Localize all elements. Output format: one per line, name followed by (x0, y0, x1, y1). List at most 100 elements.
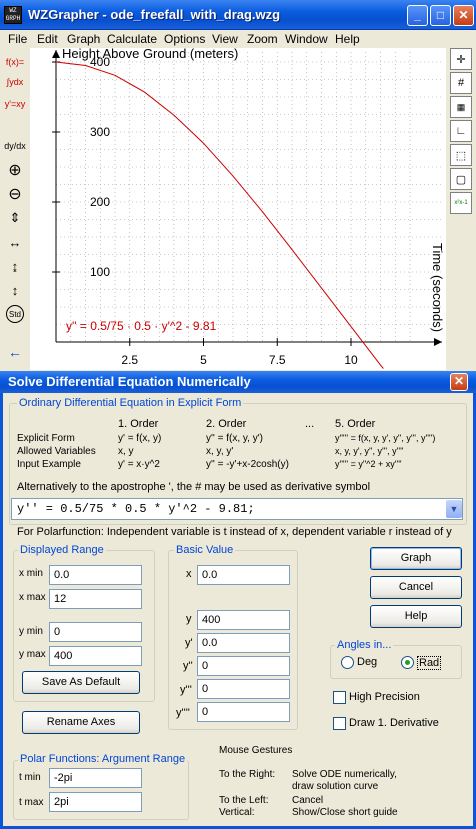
gesture-left-text: Cancel (292, 795, 324, 806)
menu-zoom[interactable]: Zoom (247, 32, 278, 46)
header-ellipsis: ... (305, 418, 315, 430)
derivative-icon[interactable]: dy/dx (3, 134, 27, 158)
zoom-std-text: Std (8, 309, 21, 319)
fit-horizontal-icon[interactable]: ↔ (8, 234, 22, 250)
basic-y3-field[interactable]: 0 (197, 679, 290, 699)
zoom-out-icon[interactable]: ⊖ (8, 186, 22, 203)
menu-calculate[interactable]: Calculate (107, 32, 158, 46)
basic-y2-field[interactable]: 0 (197, 656, 290, 676)
menu-graph[interactable]: Graph (67, 32, 101, 46)
rename-axes-button[interactable]: Rename Axes (22, 711, 140, 734)
basic-x-label: x (186, 568, 192, 580)
ymin-label: y min (19, 626, 43, 637)
table-icon-text: x²x-1 (454, 200, 468, 206)
basic-y1-field[interactable]: 0.0 (197, 633, 290, 653)
right-toolbar: ✛ # ▦ ∟ ⬚ ▢ x²x-1 (446, 48, 476, 370)
y-axis-label: Height Above Ground (meters) (62, 48, 238, 61)
row-vars-o1: x, y (118, 446, 134, 457)
basic-x-field[interactable]: 0.0 (197, 565, 290, 585)
range-legend: Displayed Range (18, 544, 106, 556)
dotted-frame-icon[interactable]: ⬚ (450, 144, 472, 166)
y-tick-label: 400 (90, 55, 110, 69)
gesture-right-label: To the Right: (219, 769, 276, 780)
help-button[interactable]: Help (370, 605, 462, 628)
y-tick-label: 300 (90, 125, 110, 139)
menu-file[interactable]: File (8, 32, 28, 46)
x-axis-label: Time (seconds) (430, 243, 445, 332)
equation-input[interactable]: y'' = 0.5/75 * 0.5 * y'^2 - 9.81; (11, 498, 463, 520)
equation-dropdown-button[interactable]: ▼ (446, 500, 462, 518)
plot-area[interactable]: 2.5 5 7.5 10 400 300 200 100 Height Above Ground… (30, 46, 446, 370)
row-example-o1: y' = x·y^2 (118, 459, 160, 470)
ymax-field[interactable]: 400 (49, 646, 142, 666)
basic-y-field[interactable]: 400 (197, 610, 290, 630)
chart-svg: 2.5 5 7.5 10 400 300 200 100 Height Above Ground… (52, 46, 445, 369)
row-vars-label: Allowed Variables (17, 446, 96, 457)
xmin-label: x min (19, 568, 43, 579)
dialog-close-button[interactable]: ✕ (450, 373, 468, 391)
menu-window[interactable]: Window (285, 32, 328, 46)
menu-help[interactable]: Help (335, 32, 360, 46)
ode-icon[interactable]: y'=xy (3, 92, 27, 116)
axes-cross-icon[interactable]: ✛ (450, 48, 472, 70)
deg-radio[interactable] (341, 656, 354, 669)
cancel-button[interactable]: Cancel (370, 576, 462, 599)
dialog-title-bar[interactable] (0, 371, 476, 393)
zoom-y-in-icon[interactable]: ↨ (11, 258, 19, 274)
header-order1: 1. Order (118, 418, 159, 430)
xmax-field[interactable]: 12 (49, 589, 142, 609)
tmax-label: t max (19, 797, 44, 808)
ode-icon-text: y'=xy (4, 99, 26, 109)
draw-derivative-checkbox[interactable] (333, 717, 346, 730)
graph-button[interactable]: Graph (370, 547, 462, 570)
ode-group-legend: Ordinary Differential Equation in Explic… (17, 397, 244, 409)
save-as-default-button[interactable]: Save As Default (22, 671, 140, 694)
fine-grid-icon[interactable]: ▦ (450, 96, 472, 118)
minimize-button[interactable]: _ (407, 5, 428, 26)
xmin-field[interactable]: 0.0 (49, 565, 142, 585)
back-arrow-icon[interactable]: ← (8, 344, 22, 360)
zoom-y-out-icon[interactable]: ↕ (11, 282, 19, 298)
table-icon[interactable]: x²x-1 (450, 192, 472, 214)
x-tick-label: 10 (344, 353, 358, 367)
function-icon[interactable]: f(x)= (3, 50, 27, 74)
box-icon[interactable]: ▢ (450, 168, 472, 190)
y-tick-label: 100 (90, 265, 110, 279)
axis-cover (57, 343, 443, 348)
x-tick-label: 7.5 (269, 353, 286, 367)
integral-icon-text: ∫ydx (6, 77, 24, 87)
polar-note: For Polarfunction: Independent variable … (17, 526, 452, 538)
angles-legend: Angles in... (335, 639, 394, 651)
basic-y-label: y (186, 613, 192, 625)
grid-icon[interactable]: # (450, 72, 472, 94)
frame-icon[interactable]: ∟ (450, 120, 472, 142)
menu-edit[interactable]: Edit (37, 32, 58, 46)
row-example-o2: y'' = -y'+x-2cosh(y) (206, 459, 289, 470)
basic-y3-label: y''' (180, 684, 192, 696)
tmax-field[interactable]: 2pi (49, 792, 142, 812)
ymin-field[interactable]: 0 (49, 622, 142, 642)
basic-y4-label: y'''' (176, 707, 190, 719)
zoom-std-icon[interactable]: Std (6, 305, 24, 323)
window-title: WZGrapher - ode_freefall_with_drag.wzg (28, 7, 281, 22)
main-title-bar[interactable] (0, 0, 476, 30)
high-precision-checkbox[interactable] (333, 691, 346, 704)
rad-label: Rad (417, 656, 442, 670)
maximize-button[interactable]: □ (430, 5, 451, 26)
tmin-field[interactable]: -2pi (49, 768, 142, 788)
equation-label: y'' = 0.5/75 · 0.5 · y'^2 - 9.81 (66, 319, 217, 333)
menu-view[interactable]: View (212, 32, 238, 46)
function-icon-text: f(x)= (5, 56, 25, 67)
menu-options[interactable]: Options (164, 32, 206, 46)
close-button[interactable]: ✕ (453, 5, 474, 26)
polar-legend: Polar Functions: Argument Range (18, 753, 188, 765)
rad-radio[interactable] (401, 656, 414, 669)
left-toolbar: f(x)= ∫ydx y'=xy dy/dx ⊕ ⊖ ⇕ ↔ ↨ ↕ Std ← (0, 48, 30, 370)
draw-derivative-label: Draw 1. Derivative (349, 717, 439, 729)
derivative-icon-text: dy/dx (4, 141, 26, 151)
zoom-in-icon[interactable]: ⊕ (8, 162, 22, 179)
fit-vertical-icon[interactable]: ⇕ (9, 210, 21, 225)
solution-curve (55, 61, 384, 369)
basic-y4-field[interactable]: 0 (197, 702, 290, 722)
integral-icon[interactable]: ∫ydx (3, 70, 27, 94)
